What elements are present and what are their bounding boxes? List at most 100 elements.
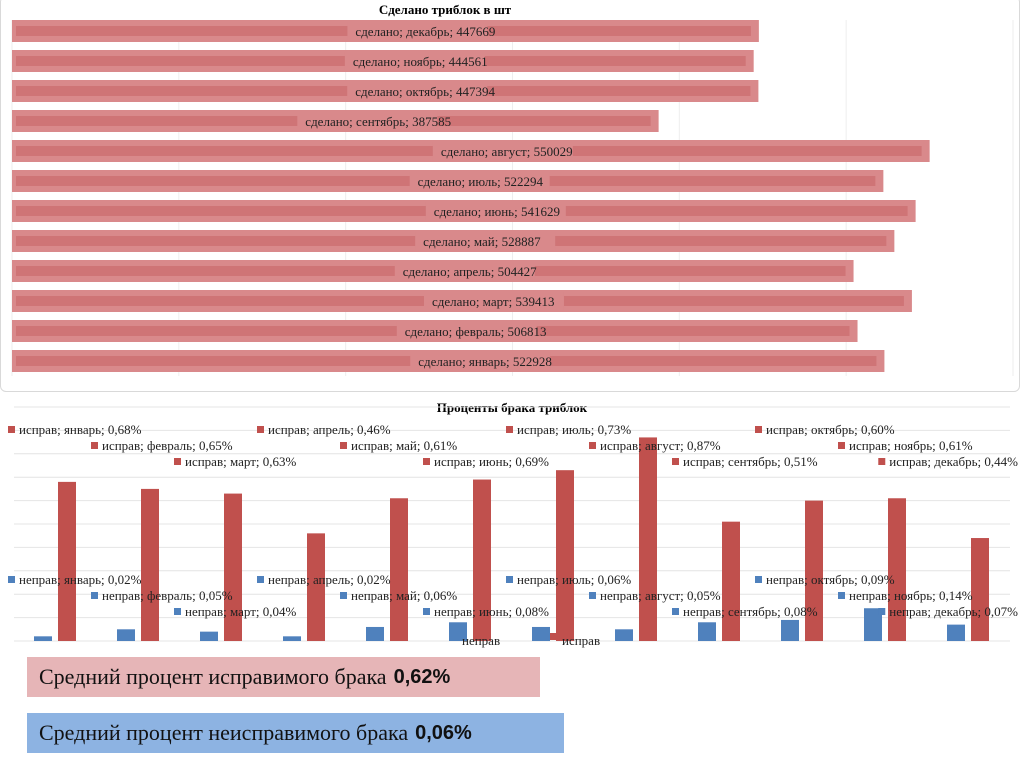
label-marker [423,458,430,465]
column-неправ-октябрь [781,619,799,641]
label-marker [589,592,596,599]
data-label: исправ; январь; 0,68% [19,422,142,437]
data-label: сделано; январь; 522928 [418,354,552,369]
label-marker [91,592,98,599]
avg-unfixable-defect-banner: Средний процент неисправимого брака 0,06… [27,713,564,753]
label-marker [838,592,845,599]
label-bg [425,202,566,220]
column-исправ-сентябрь [722,521,740,641]
data-label: сделано; май; 528887 [423,234,541,249]
data-label: сделано; октябрь; 447394 [355,84,495,99]
data-label: неправ; январь; 0,02% [19,572,142,587]
column-исправ-август [639,437,657,641]
label-marker [257,576,264,583]
avg-unfixable-value: 0,06% [415,721,472,744]
label-bg [394,262,535,280]
label-bg [423,292,564,310]
column-исправ-апрель [307,533,325,641]
column-исправ-июнь [473,479,491,641]
column-исправ-май [390,498,408,641]
label-marker [672,458,679,465]
label-bg [410,352,551,370]
defect-percent-chart: Проценты брака триблок неправ; январь; 0… [8,400,1018,648]
label-marker [340,442,347,449]
data-label: исправ; ноябрь; 0,61% [849,438,973,453]
data-label: сделано; ноябрь; 444561 [353,54,488,69]
data-label: неправ; февраль; 0,05% [102,588,233,603]
legend-marker-исправ [550,633,557,640]
avg-fixable-defect-banner: Средний процент исправимого брака 0,62% [27,657,540,697]
column-исправ-декабрь [971,538,989,641]
label-marker [878,608,886,615]
column-неправ-январь [34,636,52,641]
label-marker [8,426,15,433]
data-label: неправ; июнь; 0,08% [434,604,549,619]
label-marker [174,608,181,615]
label-bg [347,22,488,40]
label-bg [432,142,573,160]
column-неправ-апрель [283,636,301,641]
data-label: исправ; сентябрь; 0,51% [683,454,818,469]
data-label: исправ; декабрь; 0,44% [889,454,1018,469]
data-label: неправ; май; 0,06% [351,588,457,603]
legend-marker-неправ [450,633,457,640]
avg-fixable-label: Средний процент исправимого брака [39,664,387,689]
label-bg [347,82,488,100]
data-label: исправ; июль; 0,73% [517,422,631,437]
label-bg [409,172,550,190]
data-label: неправ; август; 0,05% [600,588,721,603]
data-label: неправ; декабрь; 0,07% [889,604,1018,619]
column-исправ-июль [556,470,574,641]
column-неправ-декабрь [947,624,965,641]
data-label: исправ; апрель; 0,46% [268,422,391,437]
data-label: исправ; июнь; 0,69% [434,454,549,469]
data-label: сделано; март; 539413 [432,294,555,309]
label-marker [8,576,15,583]
column-неправ-ноябрь [864,608,882,641]
column-исправ-ноябрь [888,498,906,641]
data-label: сделано; июль; 522294 [418,174,544,189]
data-label: сделано; апрель; 504427 [403,264,537,279]
column-неправ-февраль [117,629,135,641]
data-label: сделано; декабрь; 447669 [355,24,495,39]
label-marker [755,576,762,583]
legend-label-исправ: исправ [562,633,600,648]
column-исправ-февраль [141,488,159,641]
label-marker [423,608,430,615]
data-label: исправ; март; 0,63% [185,454,296,469]
chart-title: Сделано триблок в шт [379,2,512,17]
column-неправ-июль [532,626,550,641]
data-label: сделано; июнь; 541629 [434,204,560,219]
label-bg [344,52,485,70]
column-неправ-май [366,626,384,641]
label-bg [297,112,438,130]
legend-label-неправ: неправ [462,633,500,648]
data-label: исправ; октябрь; 0,60% [766,422,895,437]
label-marker [340,592,347,599]
label-marker [174,458,181,465]
data-label: неправ; октябрь; 0,09% [766,572,895,587]
data-label: исправ; май; 0,61% [351,438,457,453]
label-marker [589,442,596,449]
column-исправ-март [224,493,242,641]
data-label: сделано; сентябрь; 387585 [305,114,451,129]
data-label: неправ; апрель; 0,02% [268,572,391,587]
data-label: сделано; февраль; 506813 [405,324,547,339]
avg-unfixable-label: Средний процент неисправимого брака [39,720,409,745]
data-label: исправ; февраль; 0,65% [102,438,233,453]
label-marker [91,442,98,449]
data-label: неправ; март; 0,04% [185,604,296,619]
produced-bar-chart: Сделано триблок в шт сделано; январь; 52… [11,2,1014,376]
label-marker [755,426,762,433]
label-marker [838,442,845,449]
avg-fixable-value: 0,62% [393,665,451,688]
label-marker [506,576,513,583]
column-неправ-сентябрь [698,622,716,641]
label-marker [257,426,264,433]
label-marker [672,608,679,615]
data-label: сделано; август; 550029 [441,144,573,159]
label-marker [878,458,886,465]
column-неправ-март [200,631,218,641]
label-marker [506,426,513,433]
data-label: исправ; август; 0,87% [600,438,721,453]
